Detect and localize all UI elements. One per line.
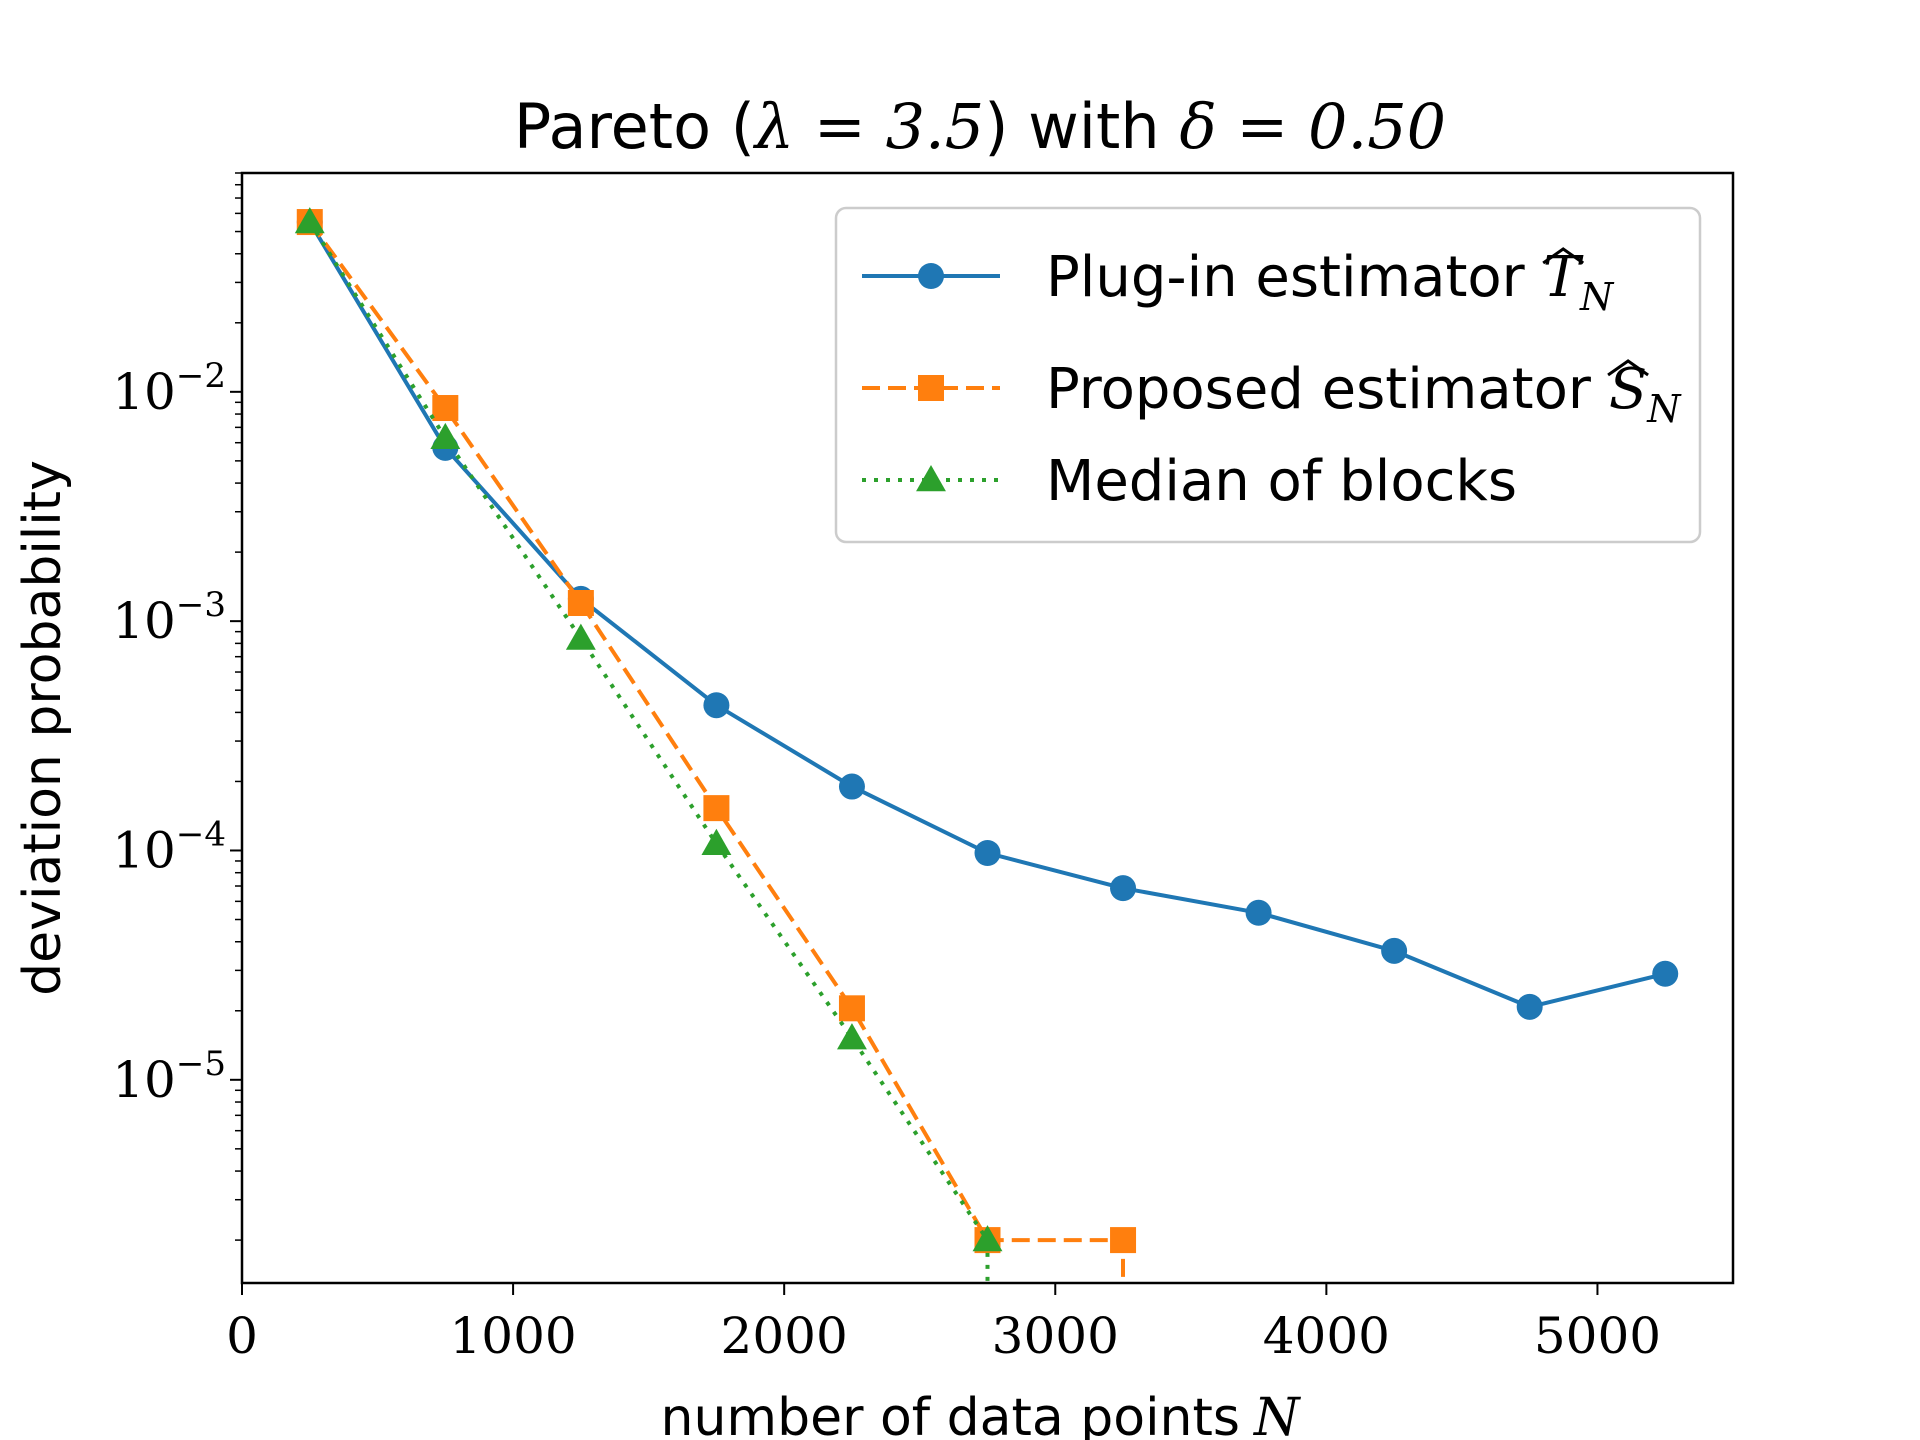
legend-box: [834, 206, 1702, 544]
y-tick-label: 10−4: [112, 814, 226, 879]
data-point-triangle: [972, 1225, 1003, 1252]
legend-label-subscript: N: [1579, 275, 1615, 319]
data-point-circle: [1516, 993, 1543, 1020]
legend-label-text: Proposed estimator: [1046, 357, 1592, 422]
y-tick-label: 10−2: [112, 356, 226, 421]
data-point-triangle: [430, 422, 461, 450]
x-tick-label: 4000: [1263, 1307, 1390, 1365]
data-point-triangle: [701, 828, 732, 855]
plot-area-frame: [240, 171, 1735, 1285]
y-tick-base: 10: [112, 1051, 176, 1109]
series-line: [308, 220, 1125, 1283]
data-point-square: [918, 375, 944, 401]
x-axis-label: number of data points N: [661, 1388, 1302, 1440]
y-tick-exponent: −4: [176, 814, 226, 854]
data-point-square: [1110, 1227, 1137, 1254]
data-point-circle: [703, 692, 730, 719]
y-axis-label: deviation probability: [13, 460, 73, 996]
data-point-circle: [1381, 937, 1408, 964]
legend-label-symbol: S: [1609, 357, 1647, 422]
data-point-circle: [974, 840, 1001, 867]
legend-hat-accent: [1607, 359, 1649, 377]
x-axis-label-var: N: [1252, 1388, 1301, 1440]
y-tick-base: 10: [112, 363, 176, 421]
series-layer: [294, 207, 1679, 1283]
data-point-square: [703, 795, 730, 822]
y-tick-base: 10: [112, 592, 176, 650]
data-point-circle: [838, 773, 865, 800]
data-point-triangle: [916, 465, 946, 492]
x-tick-label: 5000: [1534, 1307, 1661, 1365]
legend-entry-2: Median of blocks: [862, 449, 1517, 514]
data-point-triangle: [565, 623, 596, 650]
legend-entry-1: Proposed estimator SN: [862, 357, 1682, 431]
title-lambda-expr: λ = 3.5: [752, 90, 984, 163]
title-prefix: Pareto (: [514, 90, 755, 163]
y-tick-exponent: −5: [176, 1044, 226, 1084]
title-delta-expr: δ = 0.50: [1179, 90, 1446, 163]
data-point-circle: [918, 263, 944, 289]
data-point-circle: [1652, 960, 1679, 987]
legend-label: Plug-in estimator TN: [1046, 245, 1615, 319]
x-axis-label-text: number of data points: [661, 1388, 1241, 1440]
title-middle: ) with: [984, 90, 1179, 163]
legend-hat-accent: [1542, 247, 1585, 265]
y-tick-label: 10−5: [112, 1044, 226, 1109]
data-point-circle: [1245, 899, 1272, 926]
legend-entry-0: Plug-in estimator TN: [862, 245, 1615, 319]
x-tick-label: 1000: [449, 1307, 576, 1365]
x-tick-label: 0: [226, 1307, 258, 1365]
legend-label-symbol: T: [1543, 245, 1584, 310]
data-point-square: [838, 995, 865, 1022]
data-point-circle: [1110, 875, 1137, 902]
legend-label-text: Plug-in estimator: [1046, 245, 1526, 310]
x-tick-label: 2000: [721, 1307, 848, 1365]
legend-label-text: Median of blocks: [1046, 449, 1517, 514]
series-2: [294, 207, 1003, 1283]
data-point-triangle: [294, 207, 325, 234]
data-point-triangle: [837, 1023, 867, 1050]
legend-label: Proposed estimator SN: [1046, 357, 1682, 431]
data-point-square: [432, 395, 459, 422]
y-tick-label: 10−3: [112, 585, 226, 650]
data-point-square: [567, 589, 594, 616]
legend-label: Median of blocks: [1046, 449, 1517, 514]
y-tick-exponent: −3: [176, 585, 226, 625]
x-tick-label: 3000: [992, 1307, 1119, 1365]
chart-title: Pareto (λ = 3.5) with δ = 0.50: [514, 90, 1446, 163]
y-tick-base: 10: [112, 821, 176, 879]
legend-label-subscript: N: [1646, 387, 1682, 431]
y-tick-exponent: −2: [176, 356, 226, 396]
